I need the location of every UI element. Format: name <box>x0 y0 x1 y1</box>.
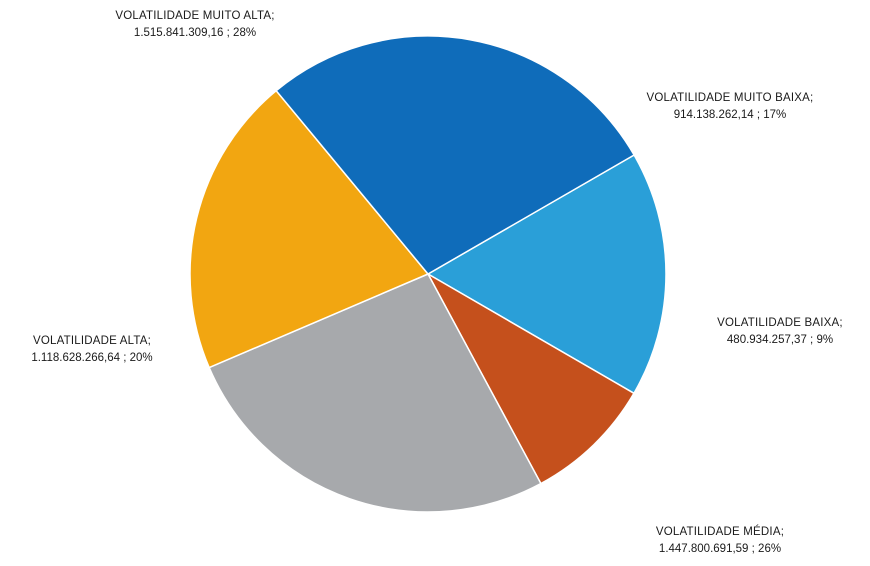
label-muito-alta-value: 1.515.841.309,16 ; 28% <box>133 27 257 39</box>
label-muito-baixa-category: VOLATILIDADE MUITO BAIXA; <box>646 92 814 104</box>
slice-muito-baixa <box>426 153 667 395</box>
label-alta-value: 1.118.628.266,64 ; 20% <box>31 352 153 364</box>
label-alta-category: VOLATILIDADE ALTA; <box>32 335 151 347</box>
label-alta: VOLATILIDADE ALTA; 1.118.628.266,64 ; 20… <box>2 333 182 367</box>
slice-media <box>208 273 542 513</box>
label-muito-baixa-value: 914.138.262,14 ; 17% <box>673 109 787 121</box>
slice-muito-alta <box>275 35 636 275</box>
slice-alta <box>189 89 430 369</box>
label-media-value: 1.447.800.691,59 ; 26% <box>658 543 782 555</box>
label-muito-alta-category: VOLATILIDADE MUITO ALTA; <box>115 10 275 22</box>
slice-baixa <box>426 272 635 485</box>
label-muito-baixa: VOLATILIDADE MUITO BAIXA; 914.138.262,14… <box>610 90 850 124</box>
label-baixa-category: VOLATILIDADE BAIXA; <box>717 317 843 329</box>
label-baixa-value: 480.934.257,37 ; 9% <box>726 334 834 346</box>
label-muito-alta: VOLATILIDADE MUITO ALTA; 1.515.841.309,1… <box>95 8 295 42</box>
label-media: VOLATILIDADE MÉDIA; 1.447.800.691,59 ; 2… <box>620 524 820 558</box>
label-media-category: VOLATILIDADE MÉDIA; <box>655 526 785 538</box>
label-baixa: VOLATILIDADE BAIXA; 480.934.257,37 ; 9% <box>695 315 865 349</box>
pie-slices <box>189 35 667 513</box>
